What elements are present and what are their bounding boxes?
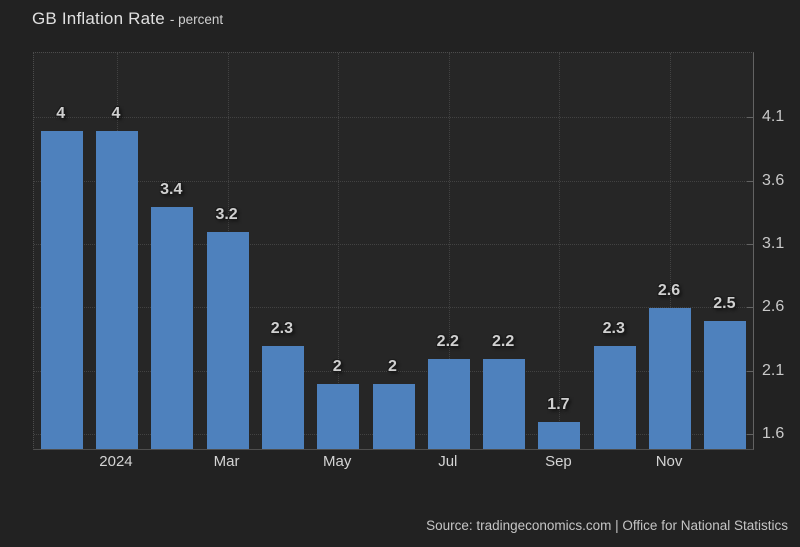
gridline-vertical [559, 53, 561, 449]
bar-value-label: 2.3 [602, 320, 625, 338]
bar-value-label: 2.6 [657, 282, 681, 300]
y-axis-tick [747, 370, 753, 372]
x-tick-label: Sep [545, 453, 572, 470]
y-tick-label: 2.6 [762, 298, 785, 316]
x-tick-label: Mar [213, 453, 240, 470]
bar-value-label: 2 [388, 358, 397, 376]
bar[interactable] [538, 422, 581, 449]
bar-value-label: 3.4 [160, 180, 183, 198]
x-tick-label: 2024 [99, 453, 133, 470]
y-tick-label: 3.1 [762, 234, 785, 252]
bar[interactable] [427, 359, 470, 449]
bar[interactable] [95, 130, 138, 449]
bar-value-label: 4 [56, 104, 66, 122]
plot-area[interactable] [33, 52, 754, 450]
bar-value-label: 4 [111, 104, 121, 122]
bar-value-label: 2.3 [270, 320, 293, 338]
bar[interactable] [206, 232, 249, 449]
bar-value-label: 2.2 [436, 333, 459, 351]
gridline-horizontal [34, 180, 753, 182]
x-tick-label: Nov [655, 453, 683, 470]
y-tick-label: 2.1 [762, 361, 785, 379]
chart-title: GB Inflation Rate - percent [32, 9, 223, 29]
bar-value-label: 1.7 [547, 396, 570, 414]
gridline-vertical [670, 53, 672, 449]
x-tick-label: May [323, 453, 352, 470]
gridline-horizontal [34, 117, 753, 119]
bar-value-label: 2.2 [491, 333, 515, 351]
bar[interactable] [483, 359, 526, 449]
y-axis-tick [747, 117, 753, 119]
gridline-horizontal [34, 370, 753, 372]
x-tick-label: Jul [438, 453, 458, 470]
y-axis-tick [747, 434, 753, 436]
bar[interactable] [40, 130, 83, 449]
gridline-horizontal [34, 307, 753, 309]
bar-value-label: 2 [332, 358, 342, 376]
chart-title-text: GB Inflation Rate [32, 9, 165, 28]
y-tick-label: 4.1 [762, 108, 785, 126]
bar[interactable] [151, 206, 194, 449]
y-axis-tick [747, 180, 753, 182]
gridline-vertical [338, 53, 340, 449]
y-axis-tick [747, 307, 753, 309]
bar-value-label: 2.5 [713, 295, 736, 312]
bar[interactable] [704, 321, 747, 449]
bar[interactable] [593, 346, 636, 449]
bar[interactable] [649, 308, 692, 449]
bar-value-label: 3.2 [215, 206, 238, 224]
bar[interactable] [372, 384, 415, 449]
bar[interactable] [261, 346, 304, 449]
bar[interactable] [317, 384, 360, 449]
y-axis-tick [747, 243, 753, 245]
y-tick-label: 3.6 [762, 171, 785, 189]
chart-title-unit: - percent [169, 12, 224, 27]
gridline-horizontal [34, 243, 753, 245]
y-tick-label: 1.6 [762, 425, 785, 443]
source-attribution: Source: tradingeconomics.com | Office fo… [426, 518, 788, 533]
gridline-vertical [448, 53, 450, 449]
